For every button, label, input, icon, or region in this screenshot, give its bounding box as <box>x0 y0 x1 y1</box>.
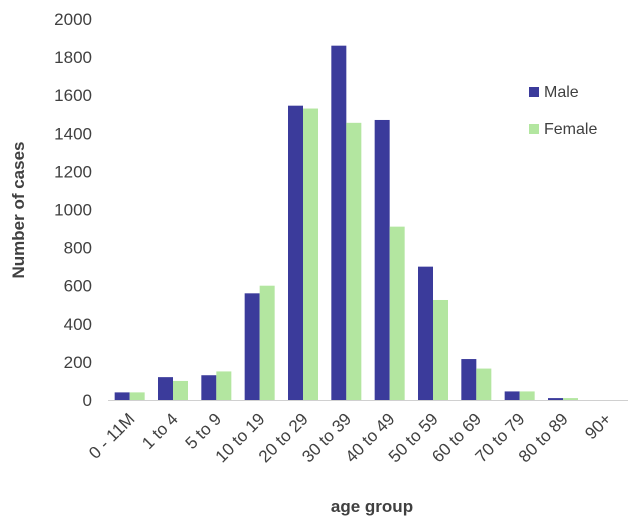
y-axis-title: Number of cases <box>9 142 28 279</box>
bar-male-8 <box>461 359 477 400</box>
bar-female-1 <box>173 380 188 400</box>
y-tick-label: 1800 <box>54 48 92 67</box>
x-axis-title: age group <box>331 497 413 516</box>
y-tick-label: 0 <box>83 391 92 410</box>
x-tick-label: 1 to 4 <box>138 409 182 453</box>
y-tick-label: 1400 <box>54 124 92 143</box>
y-tick-label: 400 <box>64 315 92 334</box>
y-tick-label: 1200 <box>54 162 92 181</box>
x-tick-label: 90+ <box>581 409 615 443</box>
legend-label-male: Male <box>544 84 579 101</box>
bar-male-7 <box>418 266 433 400</box>
bar-male-3 <box>244 293 260 400</box>
x-tick-label: 0 - 11M <box>85 409 138 462</box>
legend-swatch-female <box>529 124 539 134</box>
y-tick-label: 800 <box>64 239 92 258</box>
bar-male-0 <box>114 392 130 400</box>
bar-female-9 <box>519 391 535 400</box>
bar-female-2 <box>216 371 232 400</box>
bar-male-9 <box>504 391 520 400</box>
y-axis: 0 200 400 600 800 1000 1200 1400 1600 1800 2000 <box>54 10 92 410</box>
bar-female-7 <box>433 299 448 400</box>
bar-male-5 <box>331 45 347 401</box>
y-tick-label: 1600 <box>54 86 92 105</box>
legend-label-female: Female <box>544 121 597 138</box>
bar-male-6 <box>374 119 390 400</box>
legend-swatch-male <box>529 87 539 97</box>
bar-female-5 <box>346 122 362 400</box>
bar-female-8 <box>476 368 492 400</box>
y-tick-label: 600 <box>64 277 92 296</box>
bar-male-10 <box>548 398 563 400</box>
y-tick-label: 1000 <box>54 201 92 220</box>
bar-female-4 <box>303 108 318 400</box>
bar-male-2 <box>201 375 217 400</box>
bar-male-4 <box>288 105 303 401</box>
legend: Male Female <box>529 84 597 138</box>
y-tick-label: 200 <box>64 353 92 372</box>
bars <box>114 45 578 401</box>
bar-female-10 <box>563 398 578 400</box>
bar-female-0 <box>129 392 145 400</box>
bar-female-6 <box>389 226 405 400</box>
bar-female-3 <box>259 285 275 400</box>
bar-male-1 <box>158 377 173 400</box>
y-tick-label: 2000 <box>54 10 92 29</box>
